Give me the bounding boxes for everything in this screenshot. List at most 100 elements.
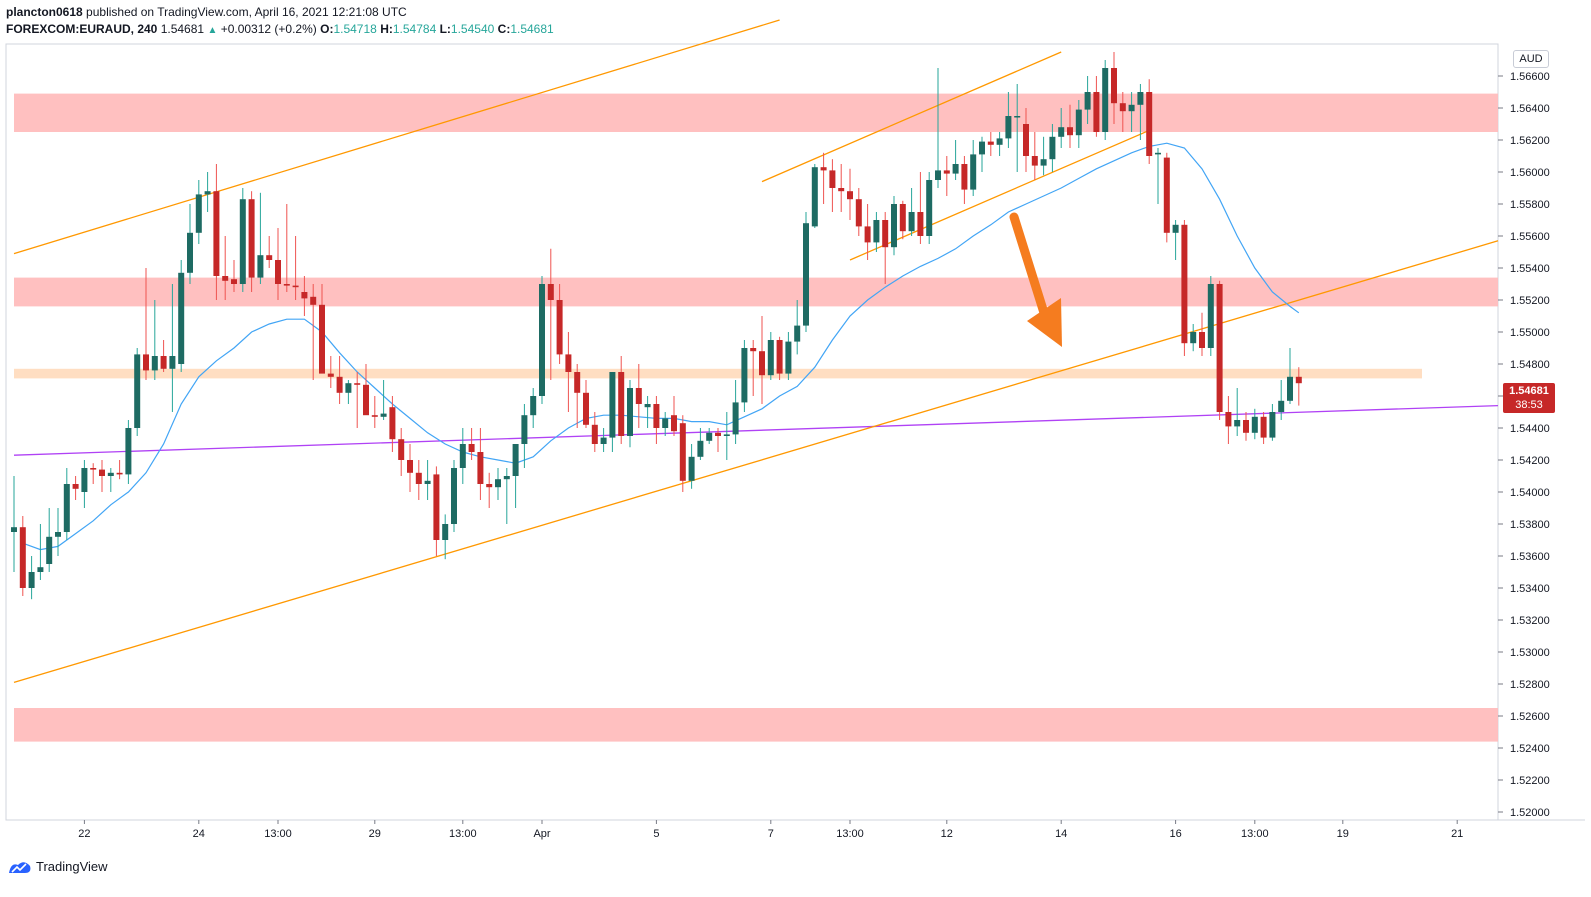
candle [1216, 280, 1223, 420]
candle [671, 396, 677, 436]
time-axis[interactable]: 22 24 13:00 29 13:00 Apr 5 7 13:00 12 14 16 13:00 19 2… [78, 820, 1463, 840]
candle [732, 380, 739, 444]
candle [371, 396, 378, 428]
candle-body [143, 354, 149, 371]
candle-body [591, 424, 598, 444]
candle [530, 388, 537, 428]
candle-body [407, 460, 413, 473]
candle [882, 212, 889, 284]
candle-body [1075, 109, 1082, 136]
time-tick-label: 14 [1055, 828, 1067, 840]
candle [1163, 152, 1170, 243]
candle-body [609, 372, 616, 438]
candle-body [767, 340, 774, 376]
price-tick-label: 1.53800 [1510, 519, 1550, 531]
candle-body [512, 444, 519, 476]
price-tick-label: 1.54200 [1510, 455, 1550, 467]
candle-body [979, 141, 985, 155]
candle [1005, 92, 1012, 148]
candle [935, 68, 941, 188]
candle [838, 164, 845, 212]
candle [1287, 348, 1293, 404]
bar-countdown: 38:53 [1515, 399, 1543, 411]
price-tick-label: 1.56600 [1510, 71, 1550, 83]
symbol-name[interactable]: FOREXCOM:EURAUD, 240 [6, 22, 158, 36]
candle [723, 412, 730, 460]
candle-body [1243, 420, 1249, 433]
candle-body [451, 468, 457, 524]
candle-body [521, 415, 528, 444]
candle [961, 156, 968, 204]
candle-body [855, 199, 862, 227]
candle [125, 420, 132, 484]
publish-text: published on TradingView.com, April 16, … [86, 5, 407, 19]
candle-body [1163, 157, 1170, 233]
candle [794, 300, 801, 355]
low-label: L: [439, 22, 451, 36]
candle-body [891, 204, 897, 248]
candle [1181, 220, 1188, 356]
candle [1295, 367, 1302, 406]
candle [451, 460, 457, 532]
candle [1155, 148, 1161, 204]
candle [301, 276, 308, 316]
candle-body [803, 223, 809, 326]
candle [1137, 84, 1144, 140]
candle [1040, 136, 1047, 176]
open-label: O: [320, 22, 334, 36]
candle-body [935, 170, 941, 180]
price-axis[interactable]: 1.52000 1.52200 1.52400 1.52600 1.52800 1.530… [1498, 71, 1550, 819]
candle-body [213, 191, 220, 276]
candle-body [28, 572, 35, 588]
candle-body [169, 356, 176, 369]
time-tick-label: 12 [941, 828, 953, 840]
author-name[interactable]: plancton0618 [6, 5, 83, 19]
candle [635, 364, 642, 428]
candle [1251, 408, 1258, 440]
footer-brand[interactable]: TradingView [8, 859, 108, 874]
candle-body [741, 348, 748, 403]
candle-body [1005, 116, 1012, 139]
candle-body [1269, 412, 1276, 438]
candle-body [1137, 92, 1144, 105]
tradingview-logo-icon [9, 861, 31, 873]
price-tick-label: 1.54800 [1510, 359, 1550, 371]
time-tick-label: 16 [1169, 828, 1181, 840]
candle-body [882, 220, 889, 248]
time-tick-label: 7 [768, 828, 774, 840]
candle-body [1040, 159, 1047, 166]
time-tick-label: 29 [369, 828, 381, 840]
candle-body [829, 170, 836, 188]
candle-body [1102, 68, 1109, 132]
candle [81, 460, 88, 508]
down-arrow-annotation[interactable] [1009, 212, 1062, 347]
candle-body [794, 325, 801, 342]
candle-body [635, 388, 642, 404]
candle-body [301, 292, 308, 299]
candle [539, 276, 545, 404]
zone-3 [14, 368, 1422, 379]
candle [248, 191, 255, 292]
candle-body [759, 351, 765, 376]
candle [820, 152, 827, 204]
candle-body [1295, 376, 1302, 384]
candle [1207, 276, 1214, 356]
candle-body [116, 472, 123, 475]
candle [600, 428, 607, 452]
trendline-2 [13, 19, 780, 255]
candle [486, 472, 493, 508]
candle-body [838, 188, 845, 192]
candle-body [706, 432, 713, 441]
candle [583, 380, 589, 428]
candle-body [785, 341, 792, 374]
candle-body [530, 396, 537, 416]
candle-body [90, 468, 97, 470]
candle [750, 340, 757, 396]
price-tick-label: 1.52400 [1510, 743, 1550, 755]
currency-badge[interactable]: AUD [1513, 50, 1549, 68]
candle-body [495, 479, 501, 488]
candle-body [1216, 284, 1223, 412]
candle-body [662, 418, 669, 428]
current-price-badge: 1.54681 38:53 [1503, 383, 1555, 413]
